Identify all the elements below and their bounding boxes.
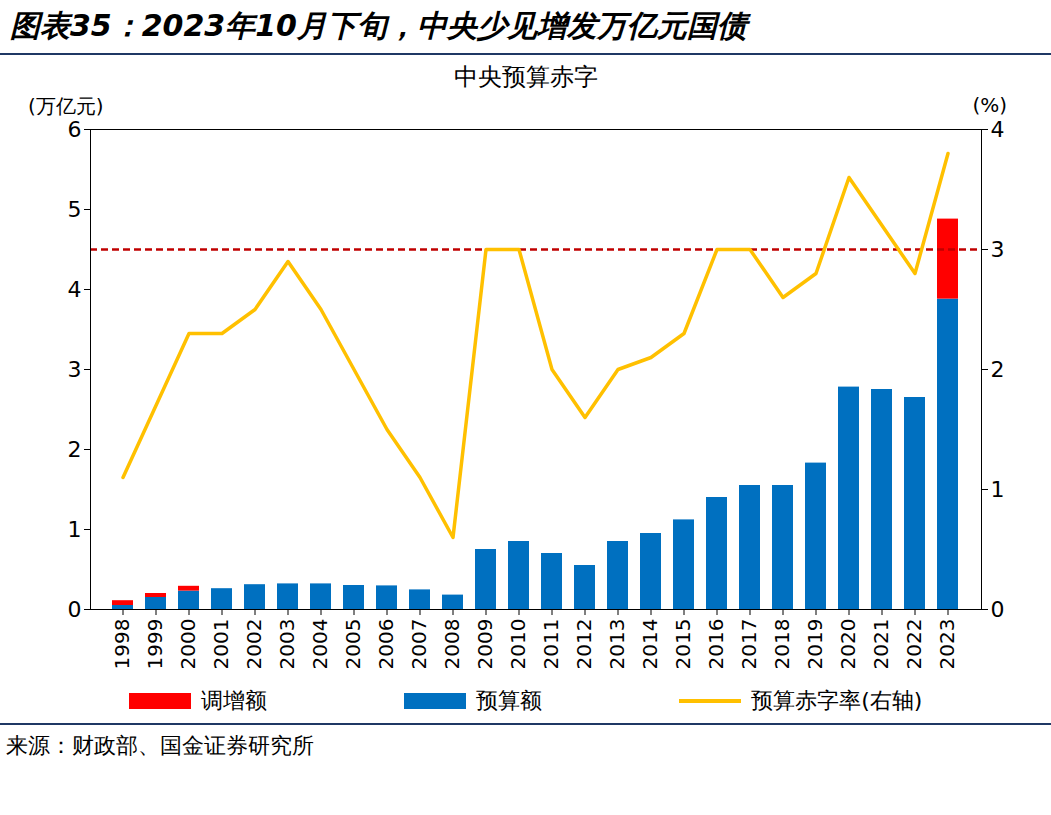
svg-text:2003: 2003 [275,619,299,670]
svg-text:6: 6 [68,119,82,142]
html-text:来源：财政部、国金证券研究所: 来源：财政部、国金证券研究所 [6,733,314,758]
html-text:中央预算赤字: 中央预算赤字 [453,63,598,91]
svg-text:2005: 2005 [341,619,365,670]
svg-text:2007: 2007 [407,619,431,670]
svg-text:3: 3 [68,357,82,382]
svg-text:2006: 2006 [374,619,398,670]
svg-text:2001: 2001 [209,619,233,670]
html-text:图表35：2023年10月下旬，中央少见增发万亿元国债: 图表35：2023年10月下旬，中央少见增发万亿元国债 [10,8,747,43]
svg-text:4: 4 [68,277,82,302]
svg-text:2023: 2023 [935,619,959,670]
svg-text:2002: 2002 [242,619,266,670]
svg-text:2011: 2011 [539,619,563,670]
svg-text:2009: 2009 [473,619,497,670]
svg-text:1998: 1998 [110,619,134,670]
html-text:预算额: 预算额 [475,688,542,713]
svg-text:2000: 2000 [176,619,200,670]
svg-text:1999: 1999 [143,619,167,670]
svg-text:2014: 2014 [638,619,662,670]
svg-text:2015: 2015 [671,619,695,670]
svg-text:2010: 2010 [506,619,530,670]
svg-text:2012: 2012 [572,619,596,670]
svg-text:2013: 2013 [605,619,629,670]
svg-text:2022: 2022 [902,619,926,670]
svg-text:2: 2 [68,437,82,462]
html-text:预算赤字率(右轴): 预算赤字率(右轴) [751,688,923,713]
svg-text:4: 4 [991,119,1005,142]
svg-text:5: 5 [68,197,82,222]
svg-text:2018: 2018 [770,619,794,670]
svg-text:2008: 2008 [440,619,464,670]
svg-text:2: 2 [991,357,1005,382]
svg-text:3: 3 [991,237,1005,262]
svg-text:0: 0 [991,597,1005,622]
svg-text:1: 1 [68,517,82,542]
svg-text:2017: 2017 [737,619,761,670]
svg-text:0: 0 [68,597,82,622]
html-text:(万亿元): (万亿元) [28,94,104,118]
svg-text:2021: 2021 [869,619,893,670]
svg-text:2004: 2004 [308,619,332,670]
svg-text:1: 1 [991,477,1005,502]
svg-text:2016: 2016 [704,619,728,670]
svg-text:2019: 2019 [803,619,827,670]
html-text:调增额: 调增额 [200,688,267,713]
svg-text:2020: 2020 [836,619,860,670]
